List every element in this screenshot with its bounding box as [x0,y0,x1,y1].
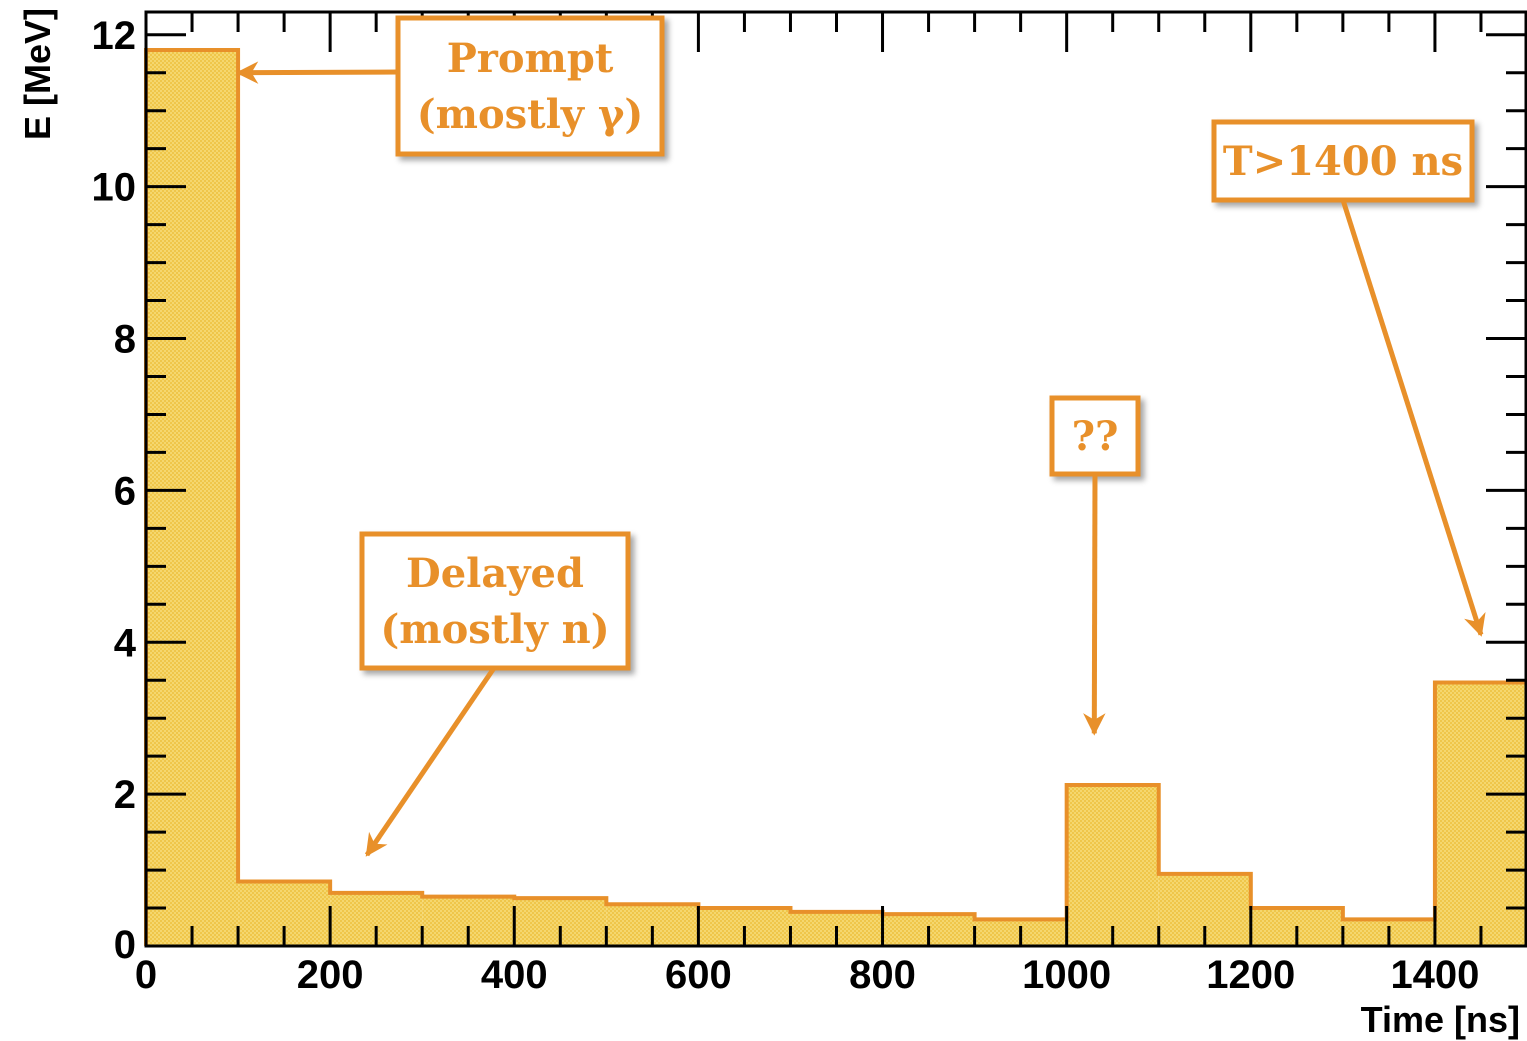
annotation-text: Delayed [406,550,584,597]
annotation-text: (mostly γ) [417,91,644,138]
histogram-bar [1066,785,1159,946]
y-axis-title: E [MeV] [17,8,58,140]
annotation-box [1211,119,1475,203]
annotation-1: Delayed (mostly n) [359,531,631,857]
x-tick-label: 600 [665,953,732,997]
annotation-arrow [1340,199,1486,637]
annotation-2: ?? [1049,395,1141,736]
x-tick-label: 800 [849,953,916,997]
annotation-box [359,531,631,671]
y-tick-label: 4 [114,621,137,665]
x-tick-label: 1000 [1022,953,1111,997]
tick-labels: 0 200 400 600 800 1000 1200 1400 0 2 4 6 8 10 12 [92,14,1480,997]
annotation-arrow [235,61,401,84]
annotation-text: (mostly n) [380,606,609,653]
x-tick-label: 200 [297,953,364,997]
annotation-arrow [1083,473,1106,736]
ticks [144,12,1527,948]
annotations: Prompt (mostly γ) Delayed (mostly n)?? T>140… [235,15,1486,857]
histogram-bar [1434,682,1527,946]
annotation-0: Prompt (mostly γ) [235,15,665,157]
histogram-bar [146,49,239,947]
y-tick-label: 6 [114,469,136,513]
annotation-box [1049,395,1141,477]
annotation-text: T>1400 ns [1223,138,1463,185]
histogram-outline [144,47,1527,946]
x-tick-label: 0 [135,953,157,997]
y-tick-label: 8 [114,318,136,362]
y-tick-label: 12 [92,14,137,58]
annotation-3: T>1400 ns [1211,119,1486,637]
annotation-arrow [364,666,497,857]
y-tick-label: 10 [92,166,137,210]
x-axis-title: Time [ns] [1361,999,1520,1040]
x-tick-label: 400 [481,953,548,997]
y-tick-label: 2 [114,773,136,817]
x-tick-label: 1200 [1206,953,1295,997]
annotation-text: Prompt [447,35,614,82]
x-tick-label: 1400 [1390,953,1479,997]
y-tick-label: 0 [114,923,136,967]
annotation-text: ?? [1072,413,1119,460]
annotation-box [395,15,665,157]
